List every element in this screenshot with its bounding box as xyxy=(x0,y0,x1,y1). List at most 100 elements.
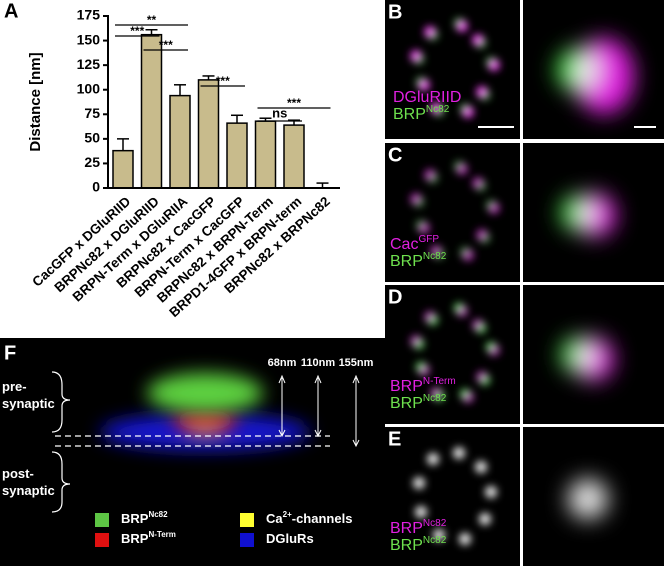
side-line: synaptic xyxy=(2,396,55,411)
channel-name: BRP xyxy=(390,395,423,412)
side-label: post-synaptic xyxy=(2,466,55,498)
channel-label: DGluRIID xyxy=(393,89,461,106)
error-bar xyxy=(145,29,158,35)
spot xyxy=(459,246,471,258)
y-tick-label: 125 xyxy=(77,56,101,72)
channel-name: BRP xyxy=(390,253,423,270)
micrograph xyxy=(560,337,614,381)
micrograph xyxy=(410,17,500,118)
diagram-bg xyxy=(0,338,385,566)
legend-base: BRP xyxy=(121,511,149,526)
legend-sup: 2+ xyxy=(283,510,292,519)
channel-name: BRP xyxy=(393,106,426,123)
channel-label: BRPNc82 xyxy=(390,518,447,538)
spot xyxy=(413,196,425,208)
bar xyxy=(226,122,248,189)
bar xyxy=(140,33,163,189)
arrow-head xyxy=(278,429,286,438)
significance-label: *** xyxy=(159,38,173,52)
spot xyxy=(427,172,439,184)
brace xyxy=(51,451,71,513)
nterm-zone xyxy=(173,410,237,430)
brace xyxy=(51,371,71,433)
legend-base: Ca xyxy=(266,511,283,526)
channel-label: BRPNc82 xyxy=(390,535,447,555)
y-axis-label: Distance [nm] xyxy=(27,52,44,151)
spot xyxy=(433,105,445,117)
spot xyxy=(485,486,497,498)
channel-sup: GFP xyxy=(418,234,439,245)
micrograph xyxy=(410,302,500,403)
spot xyxy=(459,533,471,545)
spot xyxy=(427,453,439,465)
blob xyxy=(560,195,596,231)
panel-label: C xyxy=(388,144,402,166)
bar xyxy=(112,149,134,189)
channel-sup: Nc82 xyxy=(426,104,450,115)
y-tick-label: 25 xyxy=(84,154,100,170)
legend-label: Ca2+-channels xyxy=(266,510,352,526)
blob xyxy=(568,479,608,519)
micrograph xyxy=(556,38,634,114)
spot xyxy=(415,76,427,88)
significance-label: *** xyxy=(130,24,144,38)
legend-swatch xyxy=(240,513,254,527)
spot xyxy=(479,374,491,386)
spot xyxy=(479,89,491,101)
legend-base: BRP xyxy=(121,531,149,546)
bar xyxy=(169,94,191,189)
channel-name: BRP xyxy=(390,537,423,554)
error-bar xyxy=(117,138,129,151)
channel-sup: Nc82 xyxy=(423,535,447,546)
spot xyxy=(453,447,465,459)
ca-zone xyxy=(183,423,227,437)
channel-name: DGluRIID xyxy=(393,89,461,106)
panel-label: F xyxy=(4,342,16,364)
bar xyxy=(197,79,220,189)
spot xyxy=(475,37,487,49)
spot xyxy=(475,461,487,473)
y-tick-label: 100 xyxy=(77,80,101,96)
spot xyxy=(413,53,425,65)
significance-label: *** xyxy=(216,74,230,88)
channel-sup: Nc82 xyxy=(423,251,447,262)
spot xyxy=(433,390,445,402)
legend-swatch xyxy=(95,513,109,527)
spot xyxy=(415,219,427,231)
channel-sup: Nc82 xyxy=(423,393,447,404)
spot xyxy=(415,361,427,373)
panel-label: B xyxy=(388,1,402,23)
channel-label: BRPN-Term xyxy=(390,376,456,396)
panel-label: D xyxy=(388,286,402,308)
spot xyxy=(427,29,439,41)
significance-label: ** xyxy=(147,13,157,27)
channel-sup: N-Term xyxy=(423,376,456,387)
legend-tail: -channels xyxy=(292,511,353,526)
arrow-head xyxy=(278,374,286,384)
legend-base: DGluRs xyxy=(266,531,314,546)
arrow-head xyxy=(352,374,360,384)
channel-label: CacGFP xyxy=(390,234,439,254)
spot xyxy=(475,180,487,192)
legend-swatch xyxy=(95,533,109,547)
significance-label: ns xyxy=(272,105,287,120)
spot xyxy=(459,388,471,400)
panel-label: E xyxy=(388,428,401,450)
side-line: post- xyxy=(2,466,34,481)
spot xyxy=(485,56,497,68)
distance-label: 110nm xyxy=(301,357,335,369)
side-label: pre-synaptic xyxy=(2,379,55,411)
error-bar xyxy=(174,84,186,96)
arrow-head xyxy=(314,429,322,438)
blob xyxy=(560,337,596,373)
arrow-head xyxy=(352,439,360,448)
spot xyxy=(453,302,465,314)
distance-label: 155nm xyxy=(339,357,374,369)
spot xyxy=(413,338,425,350)
distance-label: 68nm xyxy=(268,357,297,369)
legend-label: DGluRs xyxy=(266,531,314,546)
spot xyxy=(433,248,445,260)
bar xyxy=(254,120,277,189)
spot xyxy=(415,506,427,518)
